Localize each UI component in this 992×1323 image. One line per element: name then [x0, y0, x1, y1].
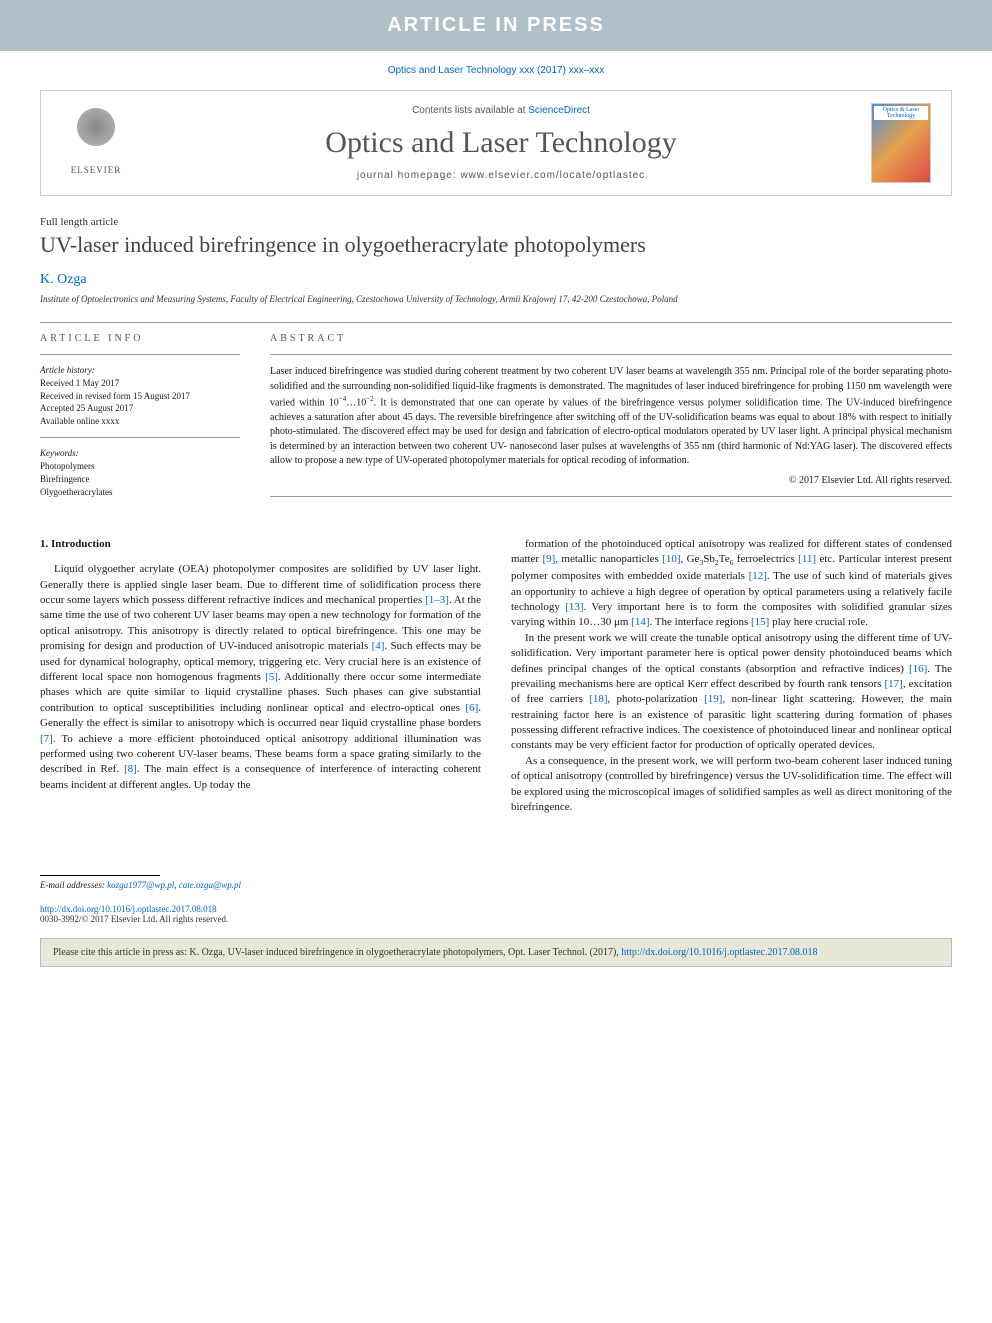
- divider: [40, 354, 240, 355]
- issn-line: 0030-3992/© 2017 Elsevier Ltd. All right…: [40, 914, 952, 924]
- footer-divider: [40, 875, 160, 876]
- ref-link[interactable]: [19]: [704, 693, 722, 705]
- journal-cover-label: Optics & Laser Technology: [874, 106, 928, 120]
- author[interactable]: K. Ozga: [40, 272, 952, 288]
- doi-link[interactable]: http://dx.doi.org/10.1016/j.optlastec.20…: [40, 904, 952, 914]
- history-online: Available online xxxx: [40, 415, 240, 428]
- affiliation: Institute of Optoelectronics and Measuri…: [40, 294, 952, 304]
- abstract-heading: ABSTRACT: [270, 333, 952, 344]
- journal-header: ELSEVIER Contents lists available at Sci…: [40, 90, 952, 196]
- ref-link[interactable]: [14]: [631, 616, 649, 628]
- ref-link[interactable]: [7]: [40, 733, 53, 745]
- cite-text: Please cite this article in press as: K.…: [53, 947, 621, 958]
- sciencedirect-link[interactable]: ScienceDirect: [528, 105, 590, 116]
- ref-link[interactable]: [17]: [885, 678, 903, 690]
- homepage-label: journal homepage:: [357, 170, 461, 181]
- body-paragraph: In the present work we will create the t…: [511, 631, 952, 754]
- article-type: Full length article: [40, 216, 952, 228]
- ref-link[interactable]: [11]: [798, 553, 816, 565]
- journal-homepage: journal homepage: www.elsevier.com/locat…: [131, 170, 871, 181]
- email-line: E-mail addresses: kozga1977@wp.pl, cate.…: [40, 880, 952, 890]
- ref-link[interactable]: [16]: [909, 663, 927, 675]
- body-columns: 1. Introduction Liquid olygoether acryla…: [40, 537, 952, 816]
- please-cite-box: Please cite this article in press as: K.…: [40, 938, 952, 967]
- ref-link[interactable]: [9]: [542, 553, 555, 565]
- ref-link[interactable]: [13]: [565, 601, 583, 613]
- divider: [270, 496, 952, 497]
- body-paragraph: Liquid olygoether acrylate (OEA) photopo…: [40, 562, 481, 793]
- divider: [270, 354, 952, 355]
- column-left: 1. Introduction Liquid olygoether acryla…: [40, 537, 481, 816]
- ref-link[interactable]: [8]: [124, 763, 137, 775]
- ref-link[interactable]: [15]: [751, 616, 769, 628]
- section-heading: 1. Introduction: [40, 537, 481, 552]
- article-info: ARTICLE INFO Article history: Received 1…: [40, 333, 240, 507]
- publisher-name: ELSEVIER: [71, 165, 122, 175]
- contents-line: Contents lists available at ScienceDirec…: [131, 105, 871, 116]
- history-received: Received 1 May 2017: [40, 377, 240, 390]
- column-right: formation of the photoinduced optical an…: [511, 537, 952, 816]
- history-revised: Received in revised form 15 August 2017: [40, 390, 240, 403]
- ref-link[interactable]: [12]: [749, 570, 767, 582]
- citation-top: Optics and Laser Technology xxx (2017) x…: [0, 51, 992, 90]
- abstract: ABSTRACT Laser induced birefringence was…: [270, 333, 952, 507]
- email-link[interactable]: cate.ozga@wp.pl: [179, 880, 241, 890]
- contents-text: Contents lists available at: [412, 105, 528, 116]
- keyword: Photopolymers: [40, 460, 240, 473]
- article-title: UV-laser induced birefringence in olygoe…: [40, 232, 952, 258]
- email-label: E-mail addresses:: [40, 880, 107, 890]
- article-in-press-banner: ARTICLE IN PRESS: [0, 0, 992, 51]
- abstract-text: Laser induced birefringence was studied …: [270, 365, 952, 469]
- elsevier-tree-icon: [66, 103, 126, 163]
- body-paragraph: formation of the photoinduced optical an…: [511, 537, 952, 631]
- email-link[interactable]: kozga1977@wp.pl: [107, 880, 174, 890]
- ref-link[interactable]: [10]: [662, 553, 680, 565]
- keywords-label: Keywords:: [40, 448, 240, 458]
- header-center: Contents lists available at ScienceDirec…: [131, 105, 871, 181]
- footer: E-mail addresses: kozga1977@wp.pl, cate.…: [0, 875, 992, 924]
- info-abstract-row: ARTICLE INFO Article history: Received 1…: [40, 333, 952, 507]
- divider: [40, 322, 952, 323]
- journal-cover-thumbnail: Optics & Laser Technology: [871, 103, 931, 183]
- homepage-url[interactable]: www.elsevier.com/locate/optlastec: [460, 170, 645, 181]
- journal-name: Optics and Laser Technology: [131, 126, 871, 160]
- ref-link[interactable]: [6]: [465, 702, 478, 714]
- ref-link[interactable]: [1–3]: [425, 594, 449, 606]
- cite-doi-link[interactable]: http://dx.doi.org/10.1016/j.optlastec.20…: [621, 947, 817, 958]
- ref-link[interactable]: [4]: [372, 640, 385, 652]
- history-label: Article history:: [40, 365, 240, 375]
- elsevier-logo: ELSEVIER: [61, 103, 131, 183]
- info-heading: ARTICLE INFO: [40, 333, 240, 344]
- body-paragraph: As a consequence, in the present work, w…: [511, 754, 952, 816]
- ref-link[interactable]: [5]: [265, 671, 278, 683]
- keyword: Olygoetheracrylates: [40, 486, 240, 499]
- ref-link[interactable]: [18]: [589, 693, 607, 705]
- divider: [40, 437, 240, 438]
- abstract-copyright: © 2017 Elsevier Ltd. All rights reserved…: [270, 475, 952, 486]
- keyword: Birefringence: [40, 473, 240, 486]
- history-accepted: Accepted 25 August 2017: [40, 402, 240, 415]
